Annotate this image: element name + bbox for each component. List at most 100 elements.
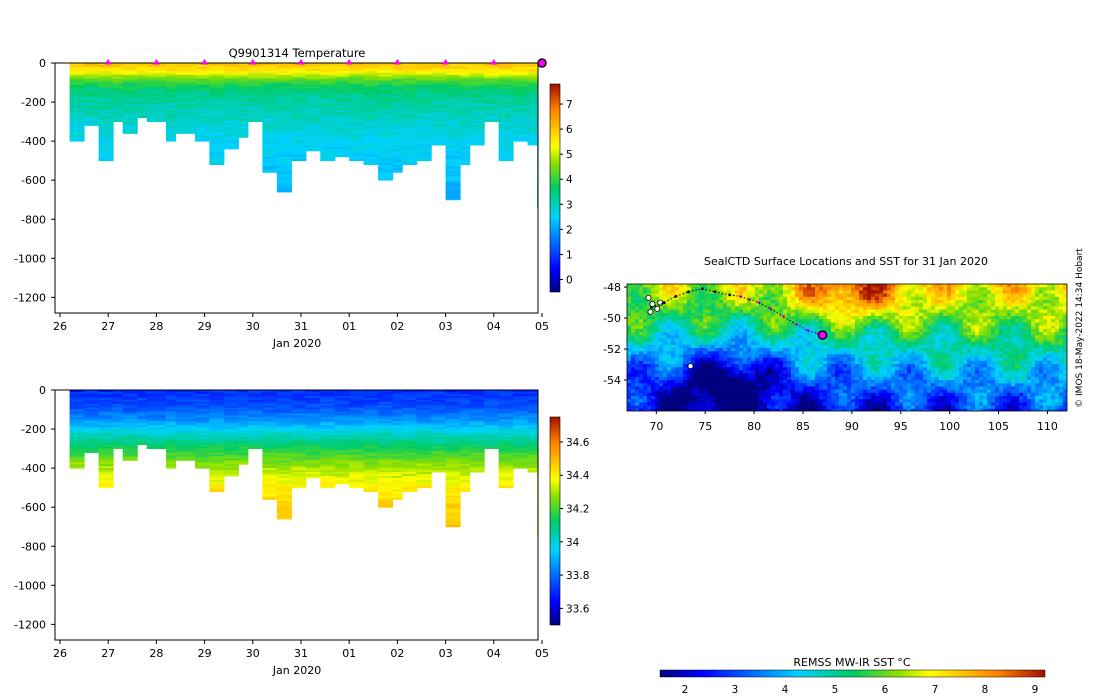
sst-cell [711, 367, 716, 371]
salinity-cell [175, 444, 196, 448]
sst-cell [775, 354, 780, 358]
temperature-cell [334, 84, 350, 87]
sst-cell [663, 408, 668, 411]
temperature-cell [542, 69, 543, 71]
temperature-cell [166, 121, 177, 124]
sst-cell [771, 367, 776, 371]
temperature-cell [469, 137, 485, 140]
temperature-cell [363, 76, 379, 80]
temperature-cell [445, 172, 461, 175]
salinity-cell [416, 409, 432, 412]
salinity-cell [276, 393, 292, 397]
sst-cell [683, 402, 688, 406]
sst-cell [735, 360, 740, 365]
salinity-cell [469, 460, 485, 463]
sst-cell [715, 386, 720, 390]
temperature-cell [378, 133, 394, 136]
temperature-cell [378, 80, 394, 83]
salinity-cell [262, 475, 278, 479]
salinity-cell [98, 485, 114, 489]
salinity-cell [542, 392, 543, 394]
salinity-cell [416, 436, 432, 440]
salinity-cell [84, 425, 100, 428]
temperature-cell [146, 76, 167, 80]
sst-cell [775, 290, 780, 294]
temperature-cell [209, 104, 225, 107]
salinity-cell [445, 427, 461, 430]
salinity-cell [305, 397, 321, 401]
temperature-cell [542, 194, 543, 196]
temperature-cell [98, 78, 114, 81]
sst-cell [691, 386, 696, 390]
salinity-cell [416, 397, 432, 401]
temperature-cell [542, 180, 543, 182]
temperature-cell [392, 117, 403, 121]
sst-cell [727, 376, 732, 381]
salinity-cell [238, 429, 249, 432]
salinity-cell [542, 464, 543, 466]
temperature-cell [402, 72, 418, 76]
temperature-cell [445, 125, 461, 128]
temperature-cell [484, 76, 500, 80]
salinity-cell [498, 405, 514, 408]
temperature-cell [320, 148, 336, 152]
temperature-cell [276, 180, 292, 183]
sst-cell [707, 332, 712, 336]
salinity-cell [122, 434, 138, 438]
sst-cell [631, 354, 636, 358]
sst-cell [639, 325, 644, 330]
temperature-cell [334, 143, 350, 146]
sst-cell [711, 290, 716, 294]
salinity-cell [276, 419, 292, 422]
sst-cell [699, 367, 704, 371]
sst-cell [683, 389, 688, 394]
temperature-y-tick-label: -1200 [14, 291, 46, 304]
salinity-cell [363, 425, 379, 428]
salinity-cell [542, 408, 543, 410]
sst-cell [631, 325, 636, 330]
sst-cell [719, 290, 724, 294]
temperature-cell [305, 70, 321, 74]
sst-cell [679, 309, 684, 314]
temperature-cell [69, 92, 85, 95]
temperature-cell [175, 106, 196, 109]
salinity-cell [84, 427, 100, 430]
salinity-cell [84, 392, 100, 395]
temperature-cell [98, 147, 114, 150]
salinity-cell [262, 460, 278, 463]
temperature-cell [542, 106, 543, 108]
salinity-cell [238, 444, 249, 448]
sst-cell [631, 396, 636, 400]
salinity-cell [305, 427, 321, 430]
sst-cell [679, 316, 684, 320]
salinity-cell [248, 429, 263, 432]
salinity-cell [146, 405, 167, 408]
sst-cell [675, 396, 680, 400]
salinity-cell [445, 390, 461, 393]
salinity-cell [445, 503, 461, 506]
temperature-cell [498, 106, 514, 109]
salinity-cell [445, 421, 461, 424]
sst-cell [691, 300, 696, 304]
salinity-cell [498, 460, 514, 463]
temperature-cell [445, 65, 461, 68]
salinity-cell [431, 444, 447, 448]
salinity-cell [469, 470, 485, 473]
temperature-cell [209, 86, 225, 89]
temperature-cell [334, 86, 350, 89]
sst-cell [675, 360, 680, 365]
salinity-cell [542, 494, 543, 496]
temperature-cell [291, 123, 307, 126]
temperature-cell [291, 158, 307, 162]
temperature-cell [527, 107, 538, 111]
sst-cell [727, 341, 732, 346]
temperature-cell [498, 135, 514, 138]
salinity-cell [445, 470, 461, 473]
sst-cell [767, 380, 772, 384]
temperature-cell [392, 129, 403, 132]
temperature-cell [320, 158, 336, 162]
salinity-cell [431, 442, 447, 446]
sst-cell [759, 319, 764, 323]
sst-cell [747, 408, 752, 411]
temperature-cell [320, 104, 336, 107]
